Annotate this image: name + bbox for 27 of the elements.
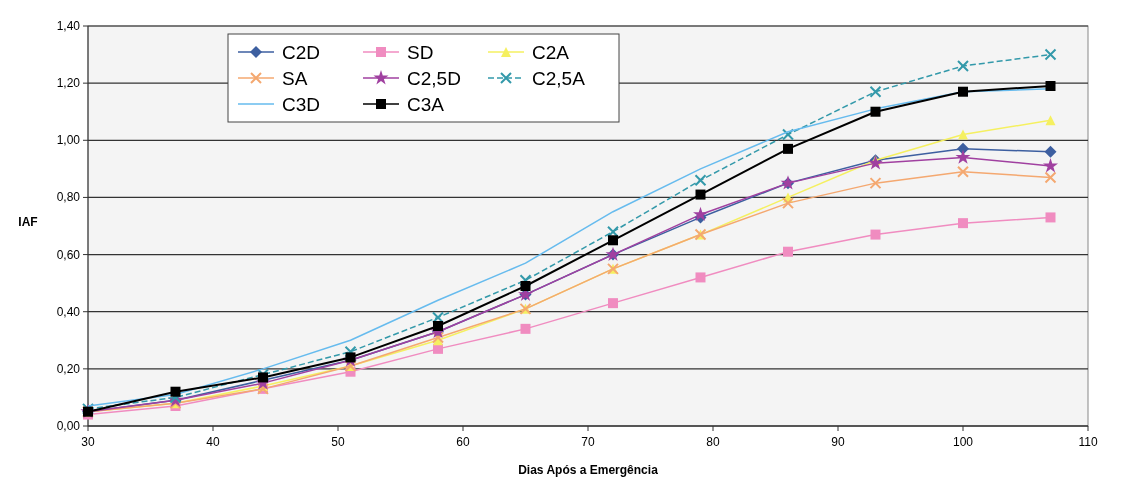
x-tick-label: 50 — [331, 435, 345, 449]
x-tick-label: 90 — [831, 435, 845, 449]
y-tick-label: 0,80 — [56, 190, 81, 205]
y-tick-label: 0,00 — [56, 419, 81, 433]
y-tick-label: 0,40 — [56, 304, 81, 319]
legend-label: C2,5A — [532, 68, 586, 89]
y-tick-label: 1,40 — [56, 19, 81, 33]
legend-label: SD — [407, 42, 434, 63]
y-axis-title: IAF — [18, 215, 38, 229]
y-tick-label: 0,60 — [56, 247, 81, 262]
x-axis-title: Dias Após a Emergência — [518, 463, 659, 477]
legend-label: C2A — [532, 42, 570, 63]
legend-label: C3A — [407, 94, 445, 115]
legend-label: C2D — [282, 42, 321, 63]
x-tick-label: 30 — [81, 435, 95, 449]
x-tick-label: 80 — [706, 435, 720, 449]
x-tick-label: 40 — [206, 435, 220, 449]
y-tick-label: 1,20 — [56, 76, 81, 91]
legend-label: C2,5D — [407, 68, 461, 89]
y-tick-label: 1,00 — [56, 133, 81, 148]
legend-label: C3D — [282, 94, 321, 115]
x-tick-label: 110 — [1078, 435, 1098, 449]
y-tick-label: 0,20 — [56, 361, 81, 376]
x-tick-label: 100 — [952, 435, 974, 449]
legend-label: SA — [282, 68, 308, 89]
x-tick-label: 60 — [456, 435, 470, 449]
x-tick-label: 70 — [581, 435, 595, 449]
